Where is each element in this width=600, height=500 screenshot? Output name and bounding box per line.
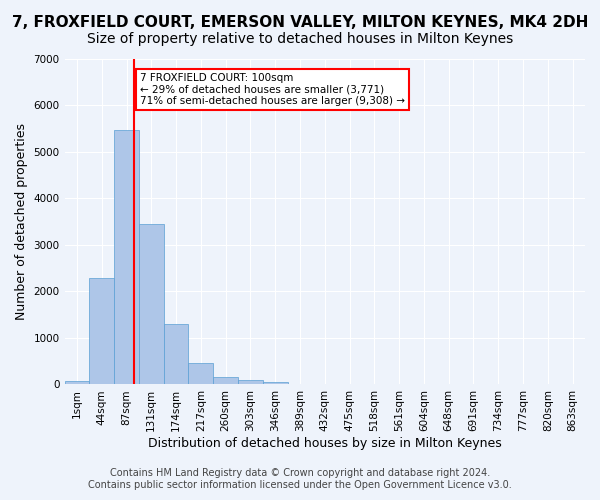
Bar bbox=[89, 278, 114, 384]
Bar bbox=[238, 380, 263, 384]
Text: Contains HM Land Registry data © Crown copyright and database right 2024.
Contai: Contains HM Land Registry data © Crown c… bbox=[88, 468, 512, 490]
Bar bbox=[65, 381, 89, 384]
Text: 7, FROXFIELD COURT, EMERSON VALLEY, MILTON KEYNES, MK4 2DH: 7, FROXFIELD COURT, EMERSON VALLEY, MILT… bbox=[12, 15, 588, 30]
Y-axis label: Number of detached properties: Number of detached properties bbox=[15, 123, 28, 320]
X-axis label: Distribution of detached houses by size in Milton Keynes: Distribution of detached houses by size … bbox=[148, 437, 502, 450]
Bar bbox=[114, 130, 139, 384]
Bar bbox=[139, 224, 164, 384]
Bar bbox=[164, 324, 188, 384]
Text: Size of property relative to detached houses in Milton Keynes: Size of property relative to detached ho… bbox=[87, 32, 513, 46]
Bar bbox=[263, 382, 287, 384]
Text: 7 FROXFIELD COURT: 100sqm
← 29% of detached houses are smaller (3,771)
71% of se: 7 FROXFIELD COURT: 100sqm ← 29% of detac… bbox=[140, 73, 405, 106]
Bar bbox=[188, 362, 213, 384]
Bar bbox=[213, 378, 238, 384]
